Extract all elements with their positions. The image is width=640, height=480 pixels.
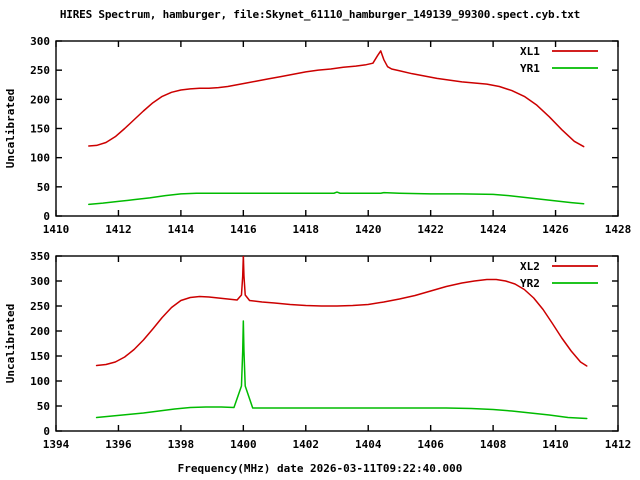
y-tick-label: 150 — [30, 123, 50, 136]
plot-frame — [55, 255, 619, 432]
bottom-panel: 1394 1396 1398 1400 1402 1404 1406 1408 1410 1412… — [0, 245, 640, 460]
x-tick-label: 1426 — [542, 223, 569, 236]
series-line-yr2 — [95, 320, 588, 420]
x-tick-label: 1408 — [480, 438, 507, 451]
y-tick-label: 50 — [37, 181, 50, 194]
x-tick-label: 1404 — [355, 438, 382, 451]
legend-label-yr1: YR1 — [520, 62, 540, 75]
series-line-xl1 — [88, 50, 585, 148]
series-line-yr1 — [88, 191, 585, 206]
x-tick-label: 1428 — [605, 223, 632, 236]
y-tick-label: 50 — [37, 400, 50, 413]
x-tick-label: 1418 — [293, 223, 320, 236]
y-tick-label: 300 — [30, 275, 50, 288]
x-axis-label: Frequency(MHz) date 2026-03-11T09:22:40.… — [177, 462, 463, 475]
y-tick-label: 250 — [30, 64, 50, 77]
x-tick-label: 1396 — [105, 438, 132, 451]
x-tick-label: 1402 — [293, 438, 320, 451]
x-tick-label: 1410 — [542, 438, 569, 451]
x-tick-label: 1398 — [168, 438, 195, 451]
y-tick-label: 350 — [30, 250, 50, 263]
y-tick-label: 100 — [30, 152, 50, 165]
y-tick-label: 0 — [43, 210, 50, 223]
top-panel-svg: 1410 1412 1414 1416 1418 1420 1422 1424 1426 1428… — [4, 35, 632, 236]
y-axis-label: Uncalibrated — [4, 304, 17, 383]
top-panel: 1410 1412 1414 1416 1418 1420 1422 1424 1426 1428… — [0, 30, 640, 245]
y-tick-label: 300 — [30, 35, 50, 48]
y-tick-label: 200 — [30, 93, 50, 106]
x-tick-label: 1400 — [230, 438, 257, 451]
x-tick-label: 1410 — [43, 223, 70, 236]
legend-label-xl2: XL2 — [520, 260, 540, 273]
x-tick-label: 1412 — [605, 438, 632, 451]
x-tick-label: 1414 — [168, 223, 195, 236]
y-tick-label: 150 — [30, 350, 50, 363]
x-tick-label: 1412 — [105, 223, 132, 236]
y-tick-label: 200 — [30, 325, 50, 338]
y-tick-label: 250 — [30, 300, 50, 313]
x-tick-label: 1416 — [230, 223, 257, 236]
legend-label-xl1: XL1 — [520, 45, 540, 58]
bottom-panel-svg: 1394 1396 1398 1400 1402 1404 1406 1408 1410 1412… — [4, 250, 632, 451]
y-axis-label: Uncalibrated — [4, 89, 17, 168]
x-tick-label: 1420 — [355, 223, 382, 236]
x-tick-label: 1394 — [43, 438, 70, 451]
x-tick-label: 1424 — [480, 223, 507, 236]
x-tick-label: 1406 — [417, 438, 444, 451]
y-tick-label: 0 — [43, 425, 50, 438]
series-line-xl2 — [95, 256, 588, 367]
x-tick-label: 1422 — [417, 223, 444, 236]
legend-label-yr2: YR2 — [520, 277, 540, 290]
page-title: HIRES Spectrum, hamburger, file:Skynet_6… — [59, 8, 581, 21]
y-tick-label: 100 — [30, 375, 50, 388]
